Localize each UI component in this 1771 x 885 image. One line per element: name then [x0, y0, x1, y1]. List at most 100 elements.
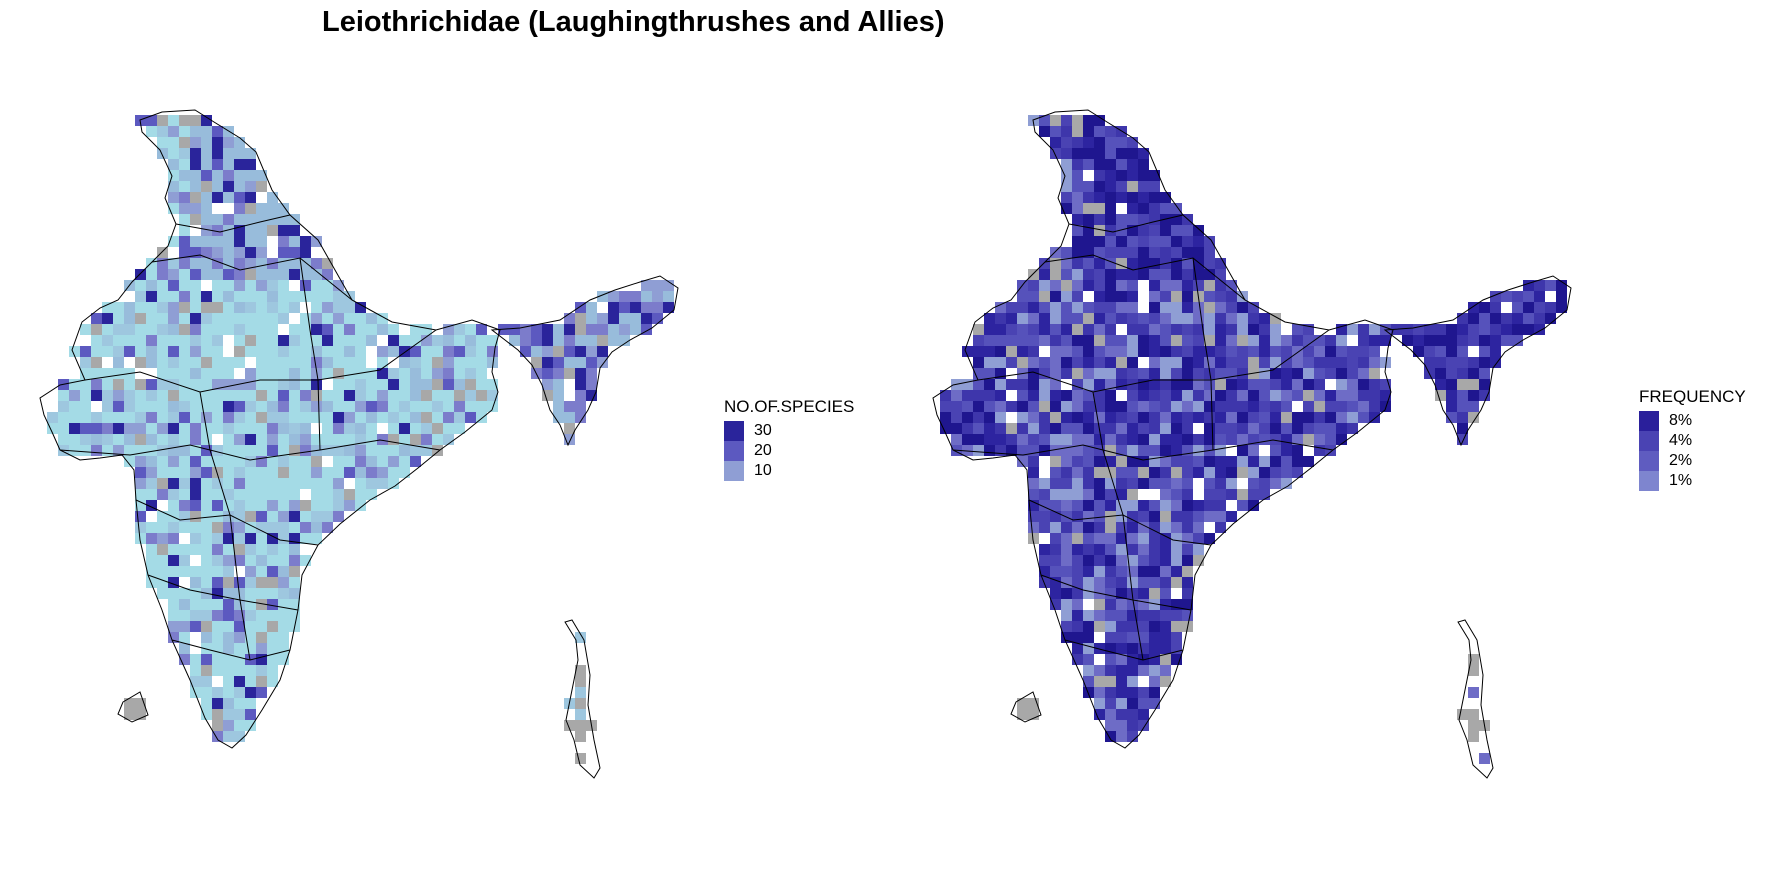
grid-cell: [245, 368, 256, 379]
grid-cell: [1083, 203, 1094, 214]
grid-cell: [1347, 423, 1358, 434]
grid-cell: [410, 423, 421, 434]
grid-cell: [223, 687, 234, 698]
grid-cell: [91, 368, 102, 379]
grid-cell: [1149, 357, 1160, 368]
grid-cell: [1160, 610, 1171, 621]
grid-cell: [586, 346, 597, 357]
grid-cell: [245, 687, 256, 698]
grid-cell: [179, 269, 190, 280]
grid-cell: [256, 302, 267, 313]
grid-cell: [168, 192, 179, 203]
grid-cell: [1149, 434, 1160, 445]
grid-cell: [234, 313, 245, 324]
grid-cell: [201, 148, 212, 159]
grid-cell: [1116, 544, 1127, 555]
grid-cell: [421, 357, 432, 368]
grid-cell: [1061, 599, 1072, 610]
grid-cell: [311, 313, 322, 324]
grid-cell: [1490, 335, 1501, 346]
grid-cell: [377, 357, 388, 368]
grid-cell: [1127, 665, 1138, 676]
grid-cell: [1468, 412, 1479, 423]
grid-cell: [575, 753, 586, 764]
grid-cell: [212, 137, 223, 148]
grid-cell: [1083, 390, 1094, 401]
grid-cell: [234, 346, 245, 357]
grid-cell: [212, 445, 223, 456]
grid-cell: [1061, 258, 1072, 269]
grid-cell: [586, 302, 597, 313]
grid-cell: [421, 434, 432, 445]
grid-cell: [1149, 610, 1160, 621]
grid-cell: [1336, 434, 1347, 445]
grid-cell: [289, 379, 300, 390]
grid-cell: [1347, 412, 1358, 423]
grid-cell: [962, 401, 973, 412]
grid-cell: [1204, 258, 1215, 269]
grid-cell: [1424, 335, 1435, 346]
grid-cell: [322, 357, 333, 368]
grid-cell: [1160, 588, 1171, 599]
grid-cell: [1138, 643, 1149, 654]
grid-cell: [168, 566, 179, 577]
grid-cell: [1171, 335, 1182, 346]
grid-cell: [1006, 346, 1017, 357]
grid-cell: [201, 654, 212, 665]
grid-cell: [984, 445, 995, 456]
grid-cell: [146, 379, 157, 390]
grid-cell: [124, 456, 135, 467]
grid-cell: [432, 335, 443, 346]
grid-cell: [1072, 137, 1083, 148]
grid-cell: [1149, 632, 1160, 643]
grid-cell: [146, 346, 157, 357]
grid-cell: [1215, 291, 1226, 302]
grid-cell: [553, 412, 564, 423]
grid-cell: [962, 412, 973, 423]
grid-cell: [575, 368, 586, 379]
grid-cell: [1138, 346, 1149, 357]
grid-cell: [344, 500, 355, 511]
grid-cell: [388, 434, 399, 445]
grid-cell: [135, 489, 146, 500]
grid-cell: [245, 709, 256, 720]
grid-cell: [1149, 577, 1160, 588]
grid-cell: [267, 522, 278, 533]
grid-cell: [1347, 324, 1358, 335]
grid-cell: [1028, 313, 1039, 324]
grid-cell: [322, 258, 333, 269]
grid-cell: [168, 280, 179, 291]
grid-cell: [586, 368, 597, 379]
grid-cell: [234, 434, 245, 445]
grid-cell: [234, 643, 245, 654]
grid-cell: [1314, 335, 1325, 346]
grid-cell: [1094, 467, 1105, 478]
grid-cell: [1171, 555, 1182, 566]
grid-cell: [223, 379, 234, 390]
grid-cell: [1116, 159, 1127, 170]
grid-cell: [190, 665, 201, 676]
grid-cell: [190, 368, 201, 379]
grid-cell: [1127, 456, 1138, 467]
grid-cell: [366, 423, 377, 434]
grid-cell: [1028, 368, 1039, 379]
grid-cell: [564, 368, 575, 379]
grid-cell: [168, 533, 179, 544]
grid-cell: [102, 302, 113, 313]
grid-cell: [1259, 324, 1270, 335]
grid-cell: [267, 478, 278, 489]
grid-cell: [1083, 445, 1094, 456]
grid-cell: [1072, 445, 1083, 456]
grid-cell: [278, 566, 289, 577]
grid-cell: [1138, 423, 1149, 434]
grid-cell: [267, 544, 278, 555]
grid-cell: [951, 423, 962, 434]
grid-cell: [278, 599, 289, 610]
grid-cell: [1446, 357, 1457, 368]
grid-cell: [1105, 500, 1116, 511]
grid-cell: [1468, 731, 1479, 742]
grid-cell: [135, 335, 146, 346]
grid-cell: [69, 401, 80, 412]
grid-cell: [1149, 401, 1160, 412]
grid-cell: [1149, 390, 1160, 401]
